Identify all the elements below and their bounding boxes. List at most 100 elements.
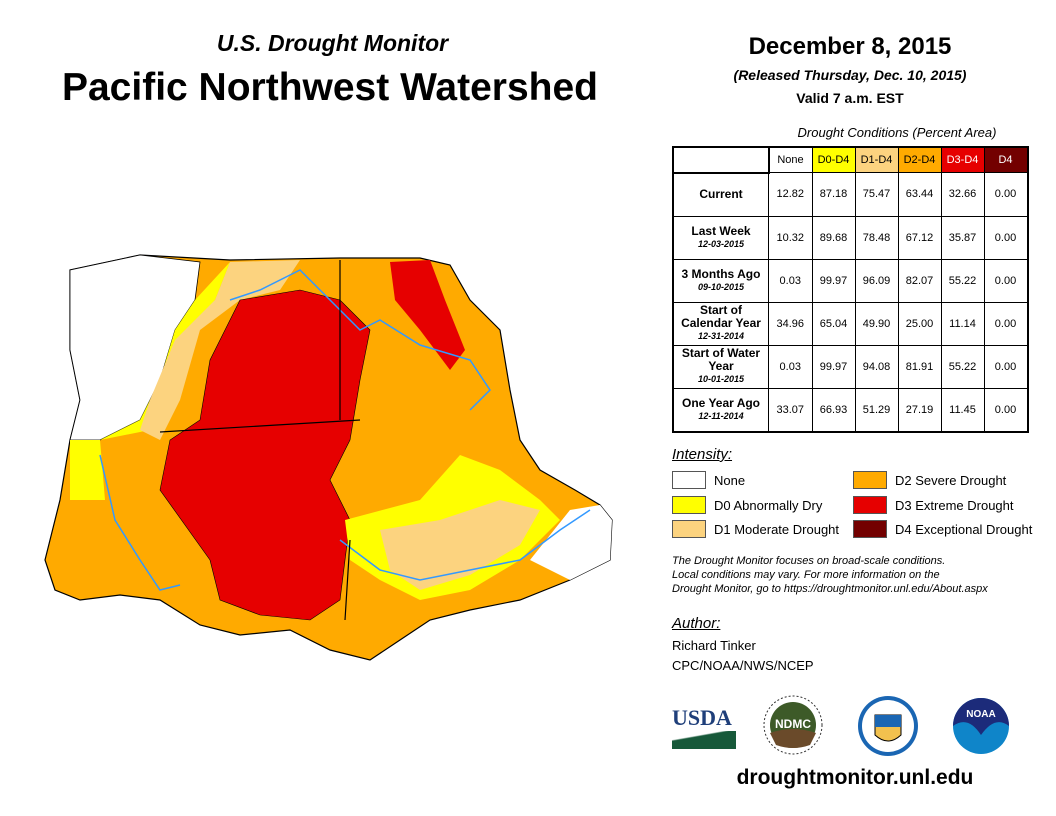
table-cell: 49.90 <box>854 301 899 346</box>
table-cell: 96.09 <box>854 258 899 303</box>
noaa-logo: NOAA <box>953 698 1009 754</box>
drought-map <box>44 254 613 661</box>
row-label: Last Week 12-03-2015 <box>672 215 769 260</box>
col-d0-d4: D0-D4 <box>811 146 856 173</box>
table-cell: 34.96 <box>768 301 813 346</box>
legend-item-d0: D0 Abnormally Dry <box>672 496 822 514</box>
map-date: December 8, 2015 <box>748 33 952 60</box>
legend-swatch <box>672 496 706 514</box>
legend-item-d1: D1 Moderate Drought <box>672 520 839 538</box>
table-cell: 10.32 <box>768 215 813 260</box>
table-cell: 67.12 <box>897 215 942 260</box>
table-cell: 25.00 <box>897 301 942 346</box>
legend-item-d3: D3 Extreme Drought <box>853 496 1014 514</box>
author-name: Richard Tinker <box>672 638 756 653</box>
table-cell: 63.44 <box>897 172 942 217</box>
table-cell: 0.03 <box>768 258 813 303</box>
ndmc-logo: NDMC <box>763 695 823 755</box>
table-cell: 81.91 <box>897 344 942 389</box>
table-cell: 0.00 <box>983 387 1028 432</box>
table-row: Last Week 12-03-2015 10.32 89.68 78.48 67.12 3… <box>672 215 1028 260</box>
table-cell: 35.87 <box>940 215 985 260</box>
col-none: None <box>768 146 813 173</box>
table-cell: 55.22 <box>940 344 985 389</box>
table-cell: 87.18 <box>811 172 856 217</box>
table-row: Start of Calendar Year 12-31-2014 34.96 65.… <box>672 301 1028 346</box>
table-cell: 11.14 <box>940 301 985 346</box>
region-d0-west <box>70 262 230 500</box>
table-cell: 12.82 <box>768 172 813 217</box>
table-cell: 55.22 <box>940 258 985 303</box>
row-date: 09-10-2015 <box>697 281 745 292</box>
author-org: CPC/NOAA/NWS/NCEP <box>672 658 814 673</box>
row-label: Start of Calendar Year 12-31-2014 <box>672 301 769 346</box>
table-cell: 78.48 <box>854 215 899 260</box>
table-cell: 65.04 <box>811 301 856 346</box>
table-cell: 33.07 <box>768 387 813 432</box>
table-cell: 27.19 <box>897 387 942 432</box>
table-cell: 75.47 <box>854 172 899 217</box>
subtitle: U.S. Drought Monitor <box>216 30 449 56</box>
region-none-southeast <box>530 505 612 580</box>
table-cell: 0.00 <box>983 301 1028 346</box>
row-label: One Year Ago 12-11-2014 <box>672 387 769 432</box>
row-date: 12-03-2015 <box>697 238 745 249</box>
region-d3-central <box>159 289 371 621</box>
drought-conditions-table: None D0-D4 D1-D4 D2-D4 D3-D4 D4 Current 1… <box>672 146 1029 433</box>
col-d1-d4: D1-D4 <box>854 146 899 173</box>
region-d3-northeast <box>390 260 465 370</box>
table-cell: 0.00 <box>983 215 1028 260</box>
row-date: 12-31-2014 <box>697 331 745 341</box>
table-cell: 89.68 <box>811 215 856 260</box>
legend-item-d4: D4 Exceptional Drought <box>853 520 1032 538</box>
table-header-row: None D0-D4 D1-D4 D2-D4 D3-D4 D4 <box>673 146 1028 174</box>
valid-time: Valid 7 a.m. EST <box>796 90 904 106</box>
table-cell: 82.07 <box>897 258 942 303</box>
legend-item-d2: D2 Severe Drought <box>853 471 1006 489</box>
legend-title: Intensity: <box>672 446 733 463</box>
disclaimer-note: The Drought Monitor focuses on broad-sca… <box>672 555 988 595</box>
legend-swatch <box>672 471 706 489</box>
website-url[interactable]: droughtmonitor.unl.edu <box>736 766 974 789</box>
table-cell: 0.00 <box>983 172 1028 217</box>
table-cell: 99.97 <box>811 258 856 303</box>
table-row: Start of Water Year 10-01-2015 0.03 99.97 94… <box>672 344 1028 389</box>
col-d2-d4: D2-D4 <box>897 146 942 173</box>
table-cell: 66.93 <box>811 387 856 432</box>
table-caption: Drought Conditions (Percent Area) <box>797 125 997 140</box>
table-cell: 51.29 <box>854 387 899 432</box>
state-border <box>344 539 351 621</box>
map-title: Pacific Northwest Watershed <box>61 66 599 109</box>
svg-text:NDMC: NDMC <box>775 717 811 731</box>
svg-text:NOAA: NOAA <box>966 709 995 720</box>
usda-logo: USDA <box>672 705 736 749</box>
commerce-seal-logo <box>858 696 918 756</box>
river <box>229 269 491 411</box>
legend-swatch <box>853 471 887 489</box>
table-cell: 0.00 <box>983 344 1028 389</box>
table-row: Current 12.82 87.18 75.47 63.44 32.66 0.00 <box>672 172 1028 217</box>
table-cell: 94.08 <box>854 344 899 389</box>
region-d1-west <box>140 260 300 440</box>
col-d3-d4: D3-D4 <box>940 146 985 173</box>
river <box>339 509 591 581</box>
row-label: Current <box>672 172 769 217</box>
row-date: 12-11-2014 <box>698 410 744 421</box>
legend-swatch <box>853 520 887 538</box>
legend-item-none: None <box>672 471 745 489</box>
col-d4: D4 <box>983 146 1028 173</box>
table-cell: 11.45 <box>940 387 985 432</box>
table-cell: 0.00 <box>983 258 1028 303</box>
legend-swatch <box>672 520 706 538</box>
table-cell: 0.03 <box>768 344 813 389</box>
table-cell: 99.97 <box>811 344 856 389</box>
table-cell: 32.66 <box>940 172 985 217</box>
region-d1-southeast <box>380 500 540 590</box>
author-label: Author: <box>672 615 721 632</box>
river <box>99 454 181 591</box>
row-label: 3 Months Ago 09-10-2015 <box>672 258 769 303</box>
row-label: Start of Water Year 10-01-2015 <box>672 344 769 389</box>
table-row: 3 Months Ago 09-10-2015 0.03 99.97 96.09 82.0… <box>672 258 1028 303</box>
legend-swatch <box>853 496 887 514</box>
